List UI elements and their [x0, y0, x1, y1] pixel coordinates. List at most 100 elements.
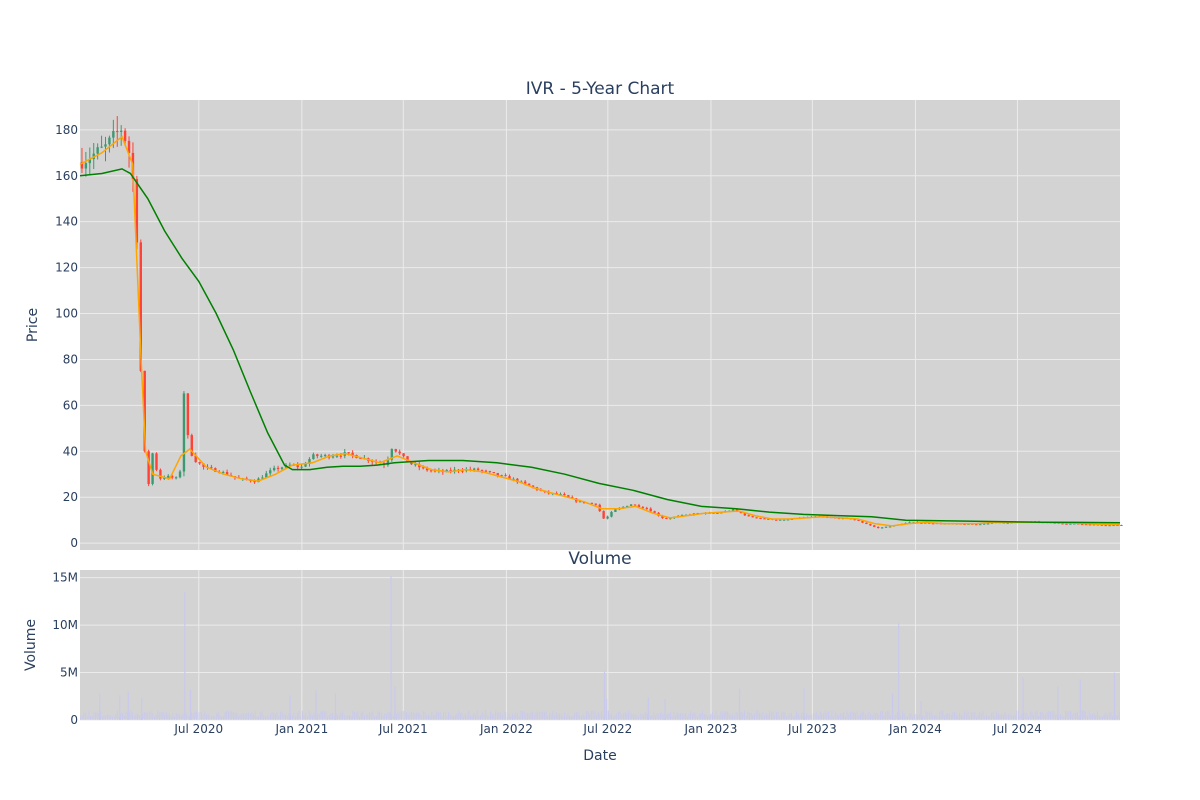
volume-bar: [495, 711, 497, 720]
volume-bar: [611, 713, 613, 720]
volume-bar: [1033, 714, 1035, 720]
volume-bar: [965, 713, 967, 720]
volume-bar: [831, 710, 833, 720]
volume-bar: [989, 715, 991, 720]
moving-average-lines: [79, 135, 1121, 527]
volume-bar: [480, 715, 481, 720]
volume-bar: [1029, 710, 1031, 720]
volume-bar: [427, 714, 429, 720]
volume-bar: [105, 715, 107, 720]
volume-bar: [132, 712, 134, 720]
candle-body: [280, 467, 284, 469]
volume-bar: [930, 710, 932, 720]
volume-bar: [328, 715, 330, 720]
volume-bar: [964, 710, 966, 720]
volume-bar: [532, 711, 534, 720]
volume-bar: [722, 712, 724, 720]
volume-bar: [286, 715, 288, 720]
volume-bar: [436, 711, 438, 720]
candle-body: [119, 130, 123, 132]
volume-bar: [1039, 712, 1041, 720]
volume-bar: [289, 695, 291, 720]
volume-bar: [385, 713, 387, 720]
volume-bar: [663, 714, 665, 720]
volume-bar: [737, 712, 739, 720]
volume-bar: [589, 713, 591, 720]
volume-bar: [179, 714, 181, 720]
volume-bar: [643, 714, 645, 720]
volume-bar: [649, 715, 651, 720]
volume-bar: [81, 715, 83, 720]
volume-bar: [1081, 710, 1083, 720]
volume-bar: [823, 713, 824, 720]
volume-bar: [143, 711, 145, 720]
volume-bar: [960, 715, 962, 720]
volume-bar: [463, 716, 465, 720]
candle-body: [398, 451, 401, 454]
volume-bar: [903, 713, 905, 720]
volume-bar: [626, 713, 628, 720]
volume-bar: [222, 716, 224, 720]
volume-bar: [80, 716, 81, 720]
volume-bar: [1006, 714, 1008, 720]
volume-bar: [633, 713, 634, 720]
volume-bar: [550, 714, 552, 720]
candle-body: [653, 511, 656, 513]
volume-bar: [871, 715, 873, 720]
volume-bar: [923, 716, 925, 720]
volume-bar: [332, 713, 334, 720]
volume-bar: [360, 712, 362, 720]
volume-bar: [367, 714, 369, 720]
volume-bar: [928, 712, 930, 720]
volume-bar: [333, 715, 335, 720]
volume-bar: [236, 712, 238, 720]
candle-body: [782, 519, 786, 521]
volume-bar: [1024, 712, 1026, 720]
volume-bar: [280, 711, 281, 720]
volume-bar: [157, 710, 159, 720]
volume-bar: [880, 711, 882, 720]
volume-bar: [997, 713, 999, 720]
volume-bar: [320, 710, 322, 720]
volume-bar: [920, 701, 922, 720]
volume-bar: [969, 716, 971, 720]
volume-bar: [932, 714, 934, 720]
volume-bar: [369, 711, 371, 720]
volume-bar: [671, 715, 673, 720]
candle-body: [1069, 523, 1072, 525]
volume-bar: [192, 713, 194, 720]
candle-body: [680, 515, 684, 517]
volume-bar: [1107, 714, 1109, 720]
volume-bar: [1058, 715, 1060, 720]
volume-bar: [169, 713, 170, 720]
volume-bar: [540, 712, 542, 720]
volume-bar: [866, 714, 868, 720]
volume-bar: [585, 711, 587, 720]
volume-bar: [111, 716, 113, 720]
candle-body: [1084, 524, 1088, 526]
candle-body: [359, 458, 362, 460]
volume-bar: [886, 710, 888, 720]
candle-body: [763, 518, 766, 520]
volume-bar: [113, 715, 115, 720]
volume-bar: [723, 710, 725, 720]
volume-bar: [602, 715, 604, 720]
volume-bar: [486, 715, 488, 720]
candle-body: [610, 511, 613, 517]
volume-bar: [275, 714, 276, 720]
volume-bar: [533, 714, 535, 720]
volume-bar: [629, 712, 631, 720]
volume-bar: [238, 716, 239, 720]
volume-bar: [258, 716, 260, 720]
volume-bar: [579, 715, 581, 720]
candle-body: [735, 509, 739, 512]
volume-bar: [587, 711, 589, 720]
volume-bar: [918, 713, 920, 720]
volume-bar: [211, 716, 213, 720]
volume-bar: [182, 713, 184, 720]
volume-bar: [838, 715, 840, 720]
volume-bar: [1079, 679, 1081, 720]
volume-bar: [527, 713, 529, 720]
volume-bar: [628, 710, 629, 720]
volume-bar: [755, 711, 757, 720]
